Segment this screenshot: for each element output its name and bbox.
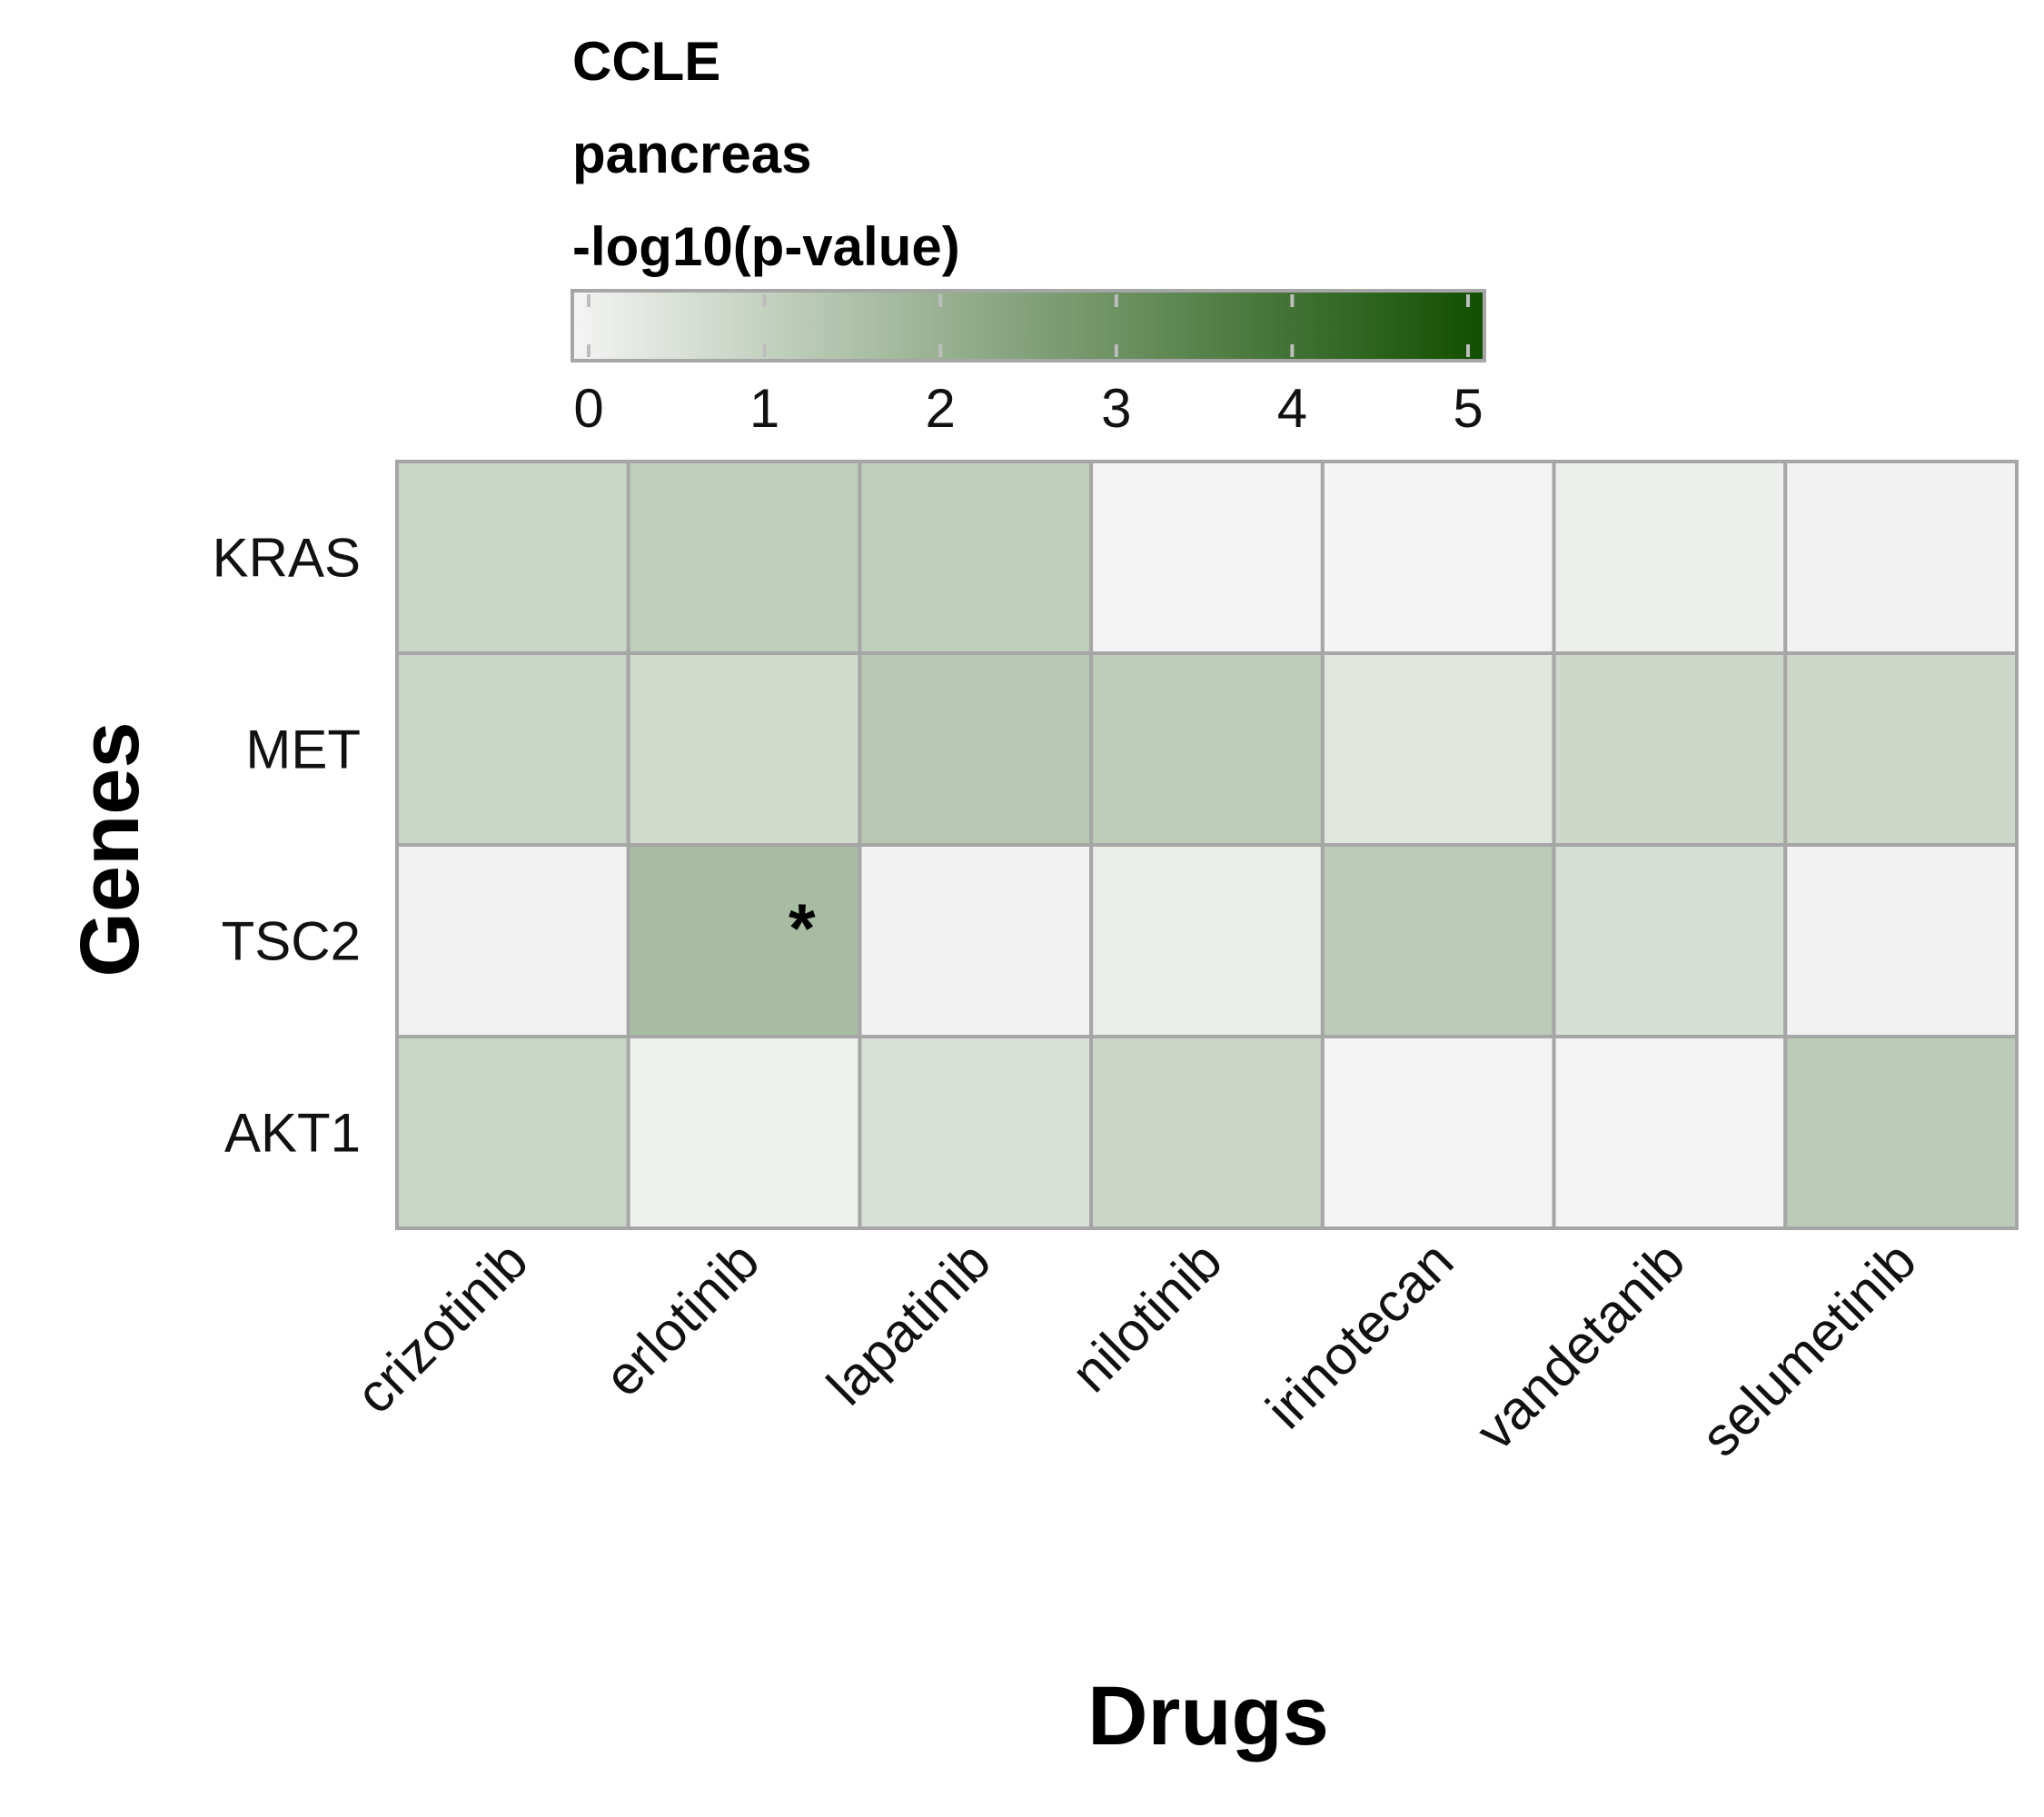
cell-KRAS-crizotinib: [395, 460, 630, 655]
cell-MET-nilotinib: [1089, 651, 1325, 847]
cell-MET-lapatinib: [858, 651, 1094, 847]
cell-TSC2-crizotinib: [395, 843, 630, 1038]
cell-AKT1-lapatinib: [858, 1035, 1094, 1230]
row-label-MET: MET: [245, 720, 361, 780]
cell-KRAS-nilotinib: [1089, 460, 1325, 655]
row-label-KRAS: KRAS: [213, 528, 361, 589]
cell-MET-vandetanib: [1552, 651, 1788, 847]
legend-colorbar: [571, 289, 1486, 362]
x-axis-title: Drugs: [1087, 1670, 1329, 1762]
cell-KRAS-erlotinib: [626, 460, 862, 655]
cell-AKT1-selumetinib: [1783, 1035, 2019, 1230]
legend-tick-label-3: 3: [1101, 378, 1131, 439]
cell-KRAS-vandetanib: [1552, 460, 1788, 655]
cell-TSC2-erlotinib: [626, 843, 862, 1038]
cell-TSC2-nilotinib: [1089, 843, 1325, 1038]
row-label-AKT1: AKT1: [224, 1103, 361, 1164]
cell-AKT1-nilotinib: [1089, 1035, 1325, 1230]
legend-tick-label-0: 0: [573, 378, 603, 439]
cell-AKT1-vandetanib: [1552, 1035, 1788, 1230]
cell-AKT1-erlotinib: [626, 1035, 862, 1230]
cell-annotations: *: [789, 890, 816, 968]
cell-TSC2-lapatinib: [858, 843, 1094, 1038]
y-axis-title: Genes: [64, 721, 156, 977]
row-labels: KRAS MET TSC2 AKT1: [213, 528, 361, 1164]
cell-AKT1-crizotinib: [395, 1035, 630, 1230]
legend-tick-label-5: 5: [1453, 378, 1483, 439]
cell-MET-erlotinib: [626, 651, 862, 847]
legend-title-line-1: CCLE: [572, 31, 720, 92]
cell-TSC2-irinotecan: [1320, 843, 1556, 1038]
cell-MET-irinotecan: [1320, 651, 1556, 847]
heatmap-cells: [395, 460, 2019, 1230]
cell-TSC2-selumetinib: [1783, 843, 2019, 1038]
column-label-nilotinib: nilotinib: [1059, 1230, 1233, 1404]
legend: CCLE pancreas -log10(p-value) 0 1 2 3 4 5: [571, 31, 1486, 439]
legend-tick-label-1: 1: [749, 378, 779, 439]
cell-MET-crizotinib: [395, 651, 630, 847]
legend-title-line-2: pancreas: [572, 124, 812, 184]
legend-tick-label-4: 4: [1277, 378, 1307, 439]
cell-KRAS-irinotecan: [1320, 460, 1556, 655]
legend-tick-label-2: 2: [926, 378, 956, 439]
column-label-irinotecan: irinotecan: [1255, 1230, 1464, 1440]
cell-MET-selumetinib: [1783, 651, 2019, 847]
row-label-TSC2: TSC2: [222, 911, 361, 972]
column-label-selumetinib: selumetinib: [1690, 1230, 1928, 1468]
column-labels: crizotinib erlotinib lapatinib nilotinib iri…: [344, 1230, 1928, 1468]
column-label-crizotinib: crizotinib: [344, 1230, 540, 1425]
legend-title-line-3: -log10(p-value): [572, 216, 960, 277]
cell-KRAS-lapatinib: [858, 460, 1094, 655]
column-label-erlotinib: erlotinib: [592, 1230, 770, 1408]
column-label-vandetanib: vandetanib: [1464, 1230, 1696, 1462]
column-label-lapatinib: lapatinib: [816, 1230, 1002, 1416]
cell-TSC2-vandetanib: [1552, 843, 1788, 1038]
cell-AKT1-irinotecan: [1320, 1035, 1556, 1230]
cell-KRAS-selumetinib: [1783, 460, 2019, 655]
significance-mark-TSC2-erlotinib: *: [789, 890, 816, 968]
legend-ticks: 0 1 2 3 4 5: [573, 294, 1483, 439]
